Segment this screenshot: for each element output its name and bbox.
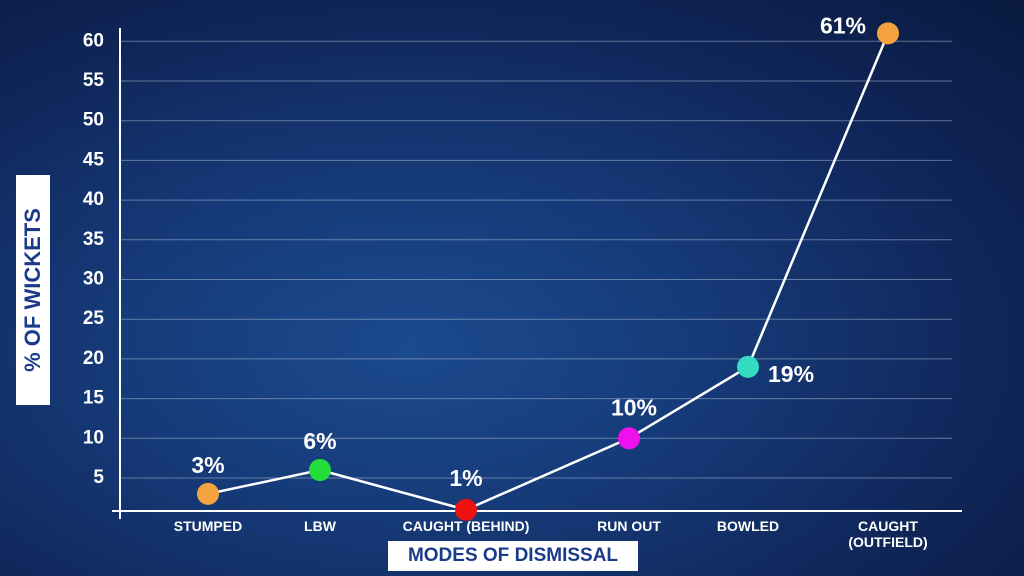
data-line <box>207 32 890 512</box>
value-label: 61% <box>820 12 866 38</box>
value-label: 3% <box>191 452 224 478</box>
x-tick-label: RUN OUT <box>597 518 661 534</box>
x-axis-title: MODES OF DISMISSAL <box>388 541 638 571</box>
x-tick-label: CAUGHT (OUTFIELD) <box>848 518 928 550</box>
y-tick-label: 40 <box>83 189 104 210</box>
x-tick-label: STUMPED <box>173 518 243 534</box>
data-point <box>877 22 899 45</box>
data-point <box>455 498 477 521</box>
value-label: 6% <box>303 428 336 454</box>
y-axis-title: % OF WICKETS <box>20 208 45 372</box>
y-tick-label: 45 <box>83 149 105 170</box>
x-tick-label: CAUGHT (BEHIND) <box>402 518 530 534</box>
data-point <box>618 427 640 450</box>
y-tick-label: 35 <box>83 229 105 250</box>
value-label: 1% <box>449 465 482 491</box>
value-label: 10% <box>611 394 657 420</box>
y-tick-label: 60 <box>83 30 104 51</box>
y-tick-label: 5 <box>93 467 104 488</box>
y-tick-label: 10 <box>83 427 104 448</box>
value-label: 19% <box>768 361 814 387</box>
y-tick-label: 30 <box>83 269 104 290</box>
data-point <box>197 482 219 505</box>
x-tick-label: LBW <box>304 518 336 534</box>
y-axis-title-box: % OF WICKETS <box>16 175 50 405</box>
data-point <box>309 459 331 482</box>
y-tick-label: 50 <box>83 110 104 131</box>
y-tick-label: 15 <box>83 388 105 409</box>
y-tick-label: 55 <box>83 70 105 91</box>
x-tick-label: BOWLED <box>716 518 780 534</box>
data-point <box>737 355 759 378</box>
y-tick-label: 25 <box>83 308 105 329</box>
y-tick-label: 20 <box>83 348 104 369</box>
